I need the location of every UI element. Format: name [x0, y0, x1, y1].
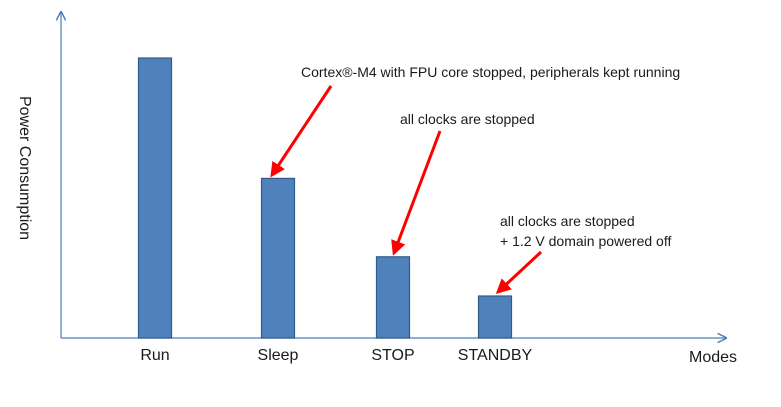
- annotation-sleep: Cortex®-M4 with FPU core stopped, periph…: [270, 64, 680, 178]
- x-tick-sleep: Sleep: [258, 347, 299, 364]
- annotation-sleep-text: Cortex®-M4 with FPU core stopped, periph…: [301, 64, 680, 80]
- x-tick-run: Run: [140, 347, 169, 364]
- bars-group: [137, 57, 513, 339]
- y-axis-title: Power Consumption: [16, 96, 33, 240]
- x-axis-title: Modes: [689, 349, 737, 366]
- bar-standby: [477, 295, 513, 339]
- annotation-standby-text-2: + 1.2 V domain powered off: [500, 233, 671, 249]
- annotation-stop-text: all clocks are stopped: [400, 111, 535, 127]
- annotation-stop: all clocks are stopped: [391, 111, 535, 256]
- annotation-standby-arrow: [495, 250, 543, 295]
- annotation-stop-arrow: [391, 130, 442, 256]
- annotation-standby-text-1: all clocks are stopped: [500, 213, 635, 229]
- x-tick-standby: STANDBY: [458, 347, 533, 364]
- bar-sleep: [260, 177, 296, 339]
- bar-run: [137, 57, 173, 339]
- annotation-sleep-arrow: [270, 85, 333, 178]
- annotation-standby: all clocks are stopped + 1.2 V domain po…: [495, 213, 671, 295]
- bar-stop: [375, 256, 411, 339]
- x-tick-labels: Run Sleep STOP STANDBY: [140, 347, 532, 364]
- x-tick-stop: STOP: [371, 347, 414, 364]
